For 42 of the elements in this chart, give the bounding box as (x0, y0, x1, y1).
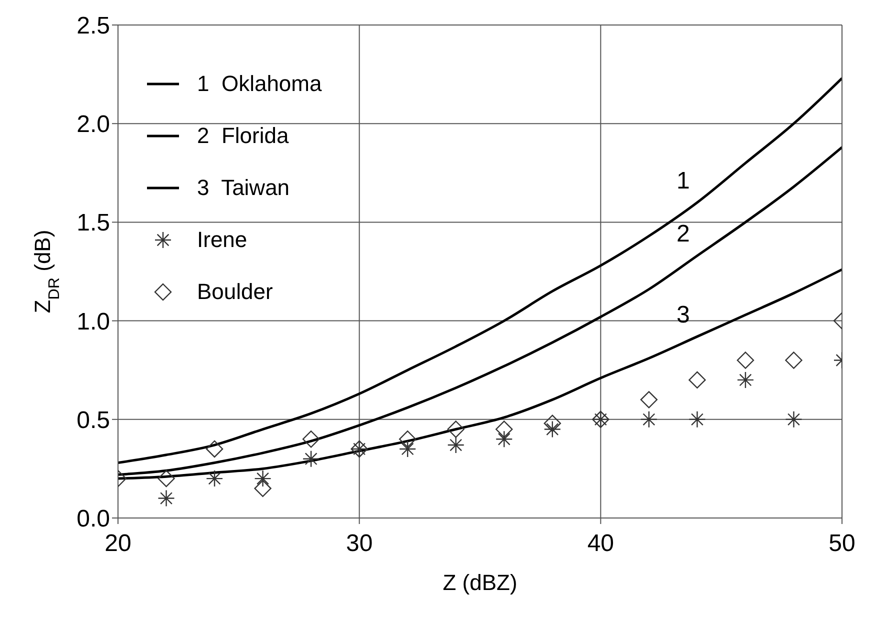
point (302, 430, 320, 448)
point (688, 410, 706, 428)
point (158, 470, 175, 488)
y-tick-label: 0.5 (76, 406, 110, 434)
point (399, 430, 416, 448)
point (206, 440, 224, 458)
x-tick-label: 50 (828, 530, 856, 558)
point (302, 450, 320, 468)
annotation: 2 (676, 220, 690, 248)
point (640, 410, 658, 428)
annotation: 1 (676, 167, 690, 194)
point (544, 414, 561, 432)
x-axis-title: Z (dBZ) (442, 570, 518, 595)
legend-label: Boulder (197, 279, 273, 305)
point (736, 371, 754, 389)
legend-label: 2 Florida (197, 123, 289, 149)
x-tick-label: 30 (346, 530, 373, 558)
point (785, 352, 802, 369)
point (640, 391, 658, 408)
point (496, 420, 513, 438)
y-tick-label: 2.0 (76, 111, 110, 138)
point (158, 490, 175, 507)
point (785, 410, 802, 428)
y-tick-label: 1.0 (76, 308, 110, 336)
legend-label: Irene (197, 227, 248, 253)
point (254, 470, 272, 488)
legend-label: 1 Oklahoma (197, 71, 322, 97)
y-tick-label: 1.5 (76, 210, 110, 237)
point (447, 436, 464, 454)
point (399, 440, 416, 458)
y-tick-label: 2.5 (76, 12, 110, 40)
y-tick-label: 0.0 (76, 506, 110, 533)
point (544, 420, 561, 438)
legend-label: 3 Taiwan (197, 175, 290, 201)
point (688, 371, 706, 389)
point (447, 420, 464, 438)
point (254, 480, 272, 498)
point (496, 430, 513, 448)
x-tick-label: 40 (587, 530, 614, 558)
point (206, 470, 224, 488)
x-tick-label: 20 (104, 530, 132, 558)
point (736, 352, 754, 369)
